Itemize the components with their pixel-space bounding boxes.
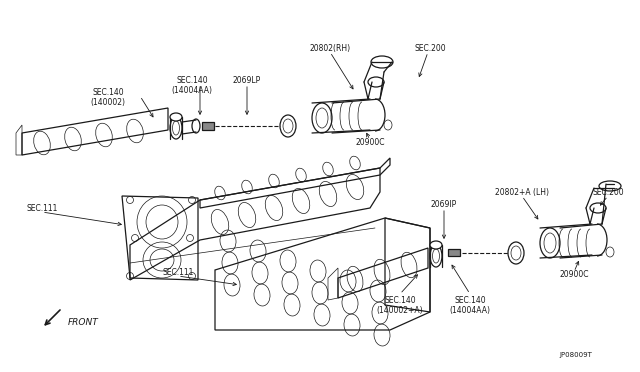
Text: FRONT: FRONT [68,318,99,327]
Ellipse shape [170,113,182,121]
Text: 20802(RH): 20802(RH) [309,44,351,53]
Text: JP08009T: JP08009T [559,352,593,358]
Text: SEC.111: SEC.111 [163,268,194,277]
Text: 20802+A (LH): 20802+A (LH) [495,188,549,197]
Text: SEC.111: SEC.111 [26,204,58,213]
Text: SEC.140
(14004AA): SEC.140 (14004AA) [172,76,212,95]
Text: 2069LP: 2069LP [233,76,261,85]
Text: 20900C: 20900C [355,138,385,147]
Text: SEC.140
(140002+A): SEC.140 (140002+A) [377,296,423,315]
Bar [448,249,460,256]
Text: 20900C: 20900C [559,270,589,279]
Text: SEC.140
(14004AA): SEC.140 (14004AA) [449,296,490,315]
Bar [202,122,214,130]
Text: SEC.200: SEC.200 [414,44,446,53]
Ellipse shape [430,241,442,249]
Text: SEC.140
(140002): SEC.140 (140002) [90,88,125,108]
Text: 2069IP: 2069IP [431,200,457,209]
Text: SEC.200: SEC.200 [592,188,624,197]
